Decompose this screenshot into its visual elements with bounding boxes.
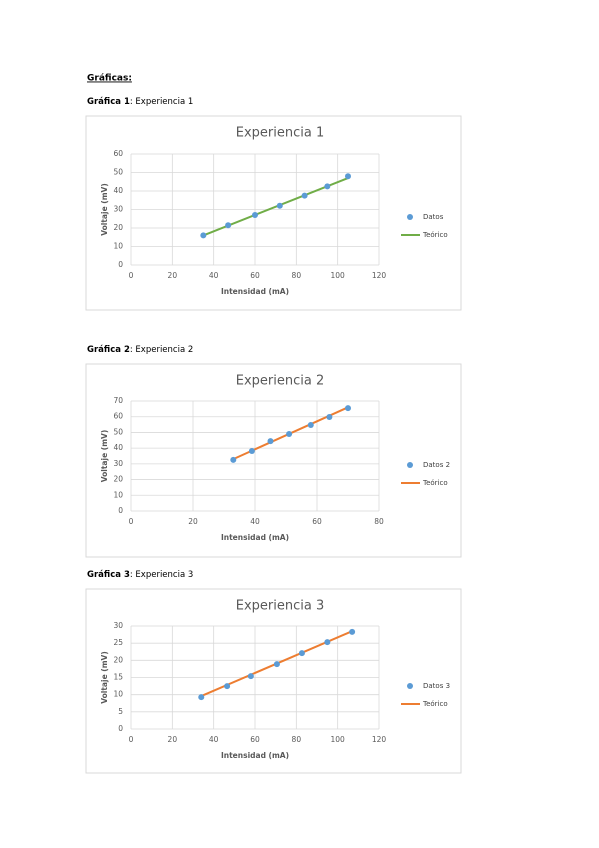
legend-label: Datos <box>423 213 444 221</box>
x-tick-label: 0 <box>129 517 134 526</box>
y-tick-label: 20 <box>113 655 123 664</box>
y-tick-label: 70 <box>113 396 123 405</box>
legend-label: Teórico <box>422 700 448 708</box>
y-axis-label: Voltaje (mV) <box>100 651 109 704</box>
caption: Gráfica 3: Experiencia 3 <box>87 570 193 580</box>
legend-label: Datos 2 <box>423 461 450 469</box>
x-tick-label: 60 <box>312 517 322 526</box>
y-tick-label: 0 <box>118 506 123 515</box>
point <box>345 405 351 412</box>
x-tick-label: 100 <box>331 271 346 280</box>
y-tick-label: 0 <box>118 724 123 733</box>
point <box>276 202 283 209</box>
point <box>200 232 207 239</box>
y-tick-label: 60 <box>113 149 123 158</box>
point <box>307 422 314 429</box>
point <box>198 694 205 701</box>
caption-bold: Gráfica 3 <box>87 570 130 580</box>
caption-text: : Experiencia 3 <box>130 570 193 580</box>
x-tick-label: 0 <box>129 735 134 744</box>
y-axis-label: Voltaje (mV) <box>100 183 109 236</box>
x-tick-label: 80 <box>374 517 384 526</box>
y-tick-label: 25 <box>113 638 123 647</box>
point <box>324 639 331 646</box>
caption-text: : Experiencia 2 <box>130 345 193 355</box>
chart-title: Experiencia 2 <box>236 374 324 389</box>
x-tick-label: 40 <box>209 271 219 280</box>
point <box>224 683 231 690</box>
x-axis-label: Intensidad (mA) <box>221 751 289 760</box>
x-axis-label: Intensidad (mA) <box>221 287 289 296</box>
x-tick-label: 60 <box>250 735 260 744</box>
chart-title: Experiencia 3 <box>236 599 324 614</box>
x-tick-label: 60 <box>250 271 260 280</box>
x-tick-label: 20 <box>188 517 198 526</box>
y-tick-label: 50 <box>113 168 123 177</box>
legend-label: Teórico <box>422 479 448 487</box>
x-tick-label: 80 <box>292 735 302 744</box>
caption: Gráfica 2: Experiencia 2 <box>87 345 193 355</box>
legend-swatch <box>407 462 413 468</box>
y-tick-label: 30 <box>113 621 123 630</box>
x-tick-label: 120 <box>372 735 387 744</box>
point <box>252 212 258 219</box>
y-tick-label: 20 <box>113 475 123 484</box>
y-tick-label: 40 <box>113 186 123 195</box>
x-tick-label: 120 <box>372 271 387 280</box>
y-tick-label: 10 <box>113 490 123 499</box>
legend-label: Teórico <box>422 231 448 239</box>
point <box>267 438 274 445</box>
x-tick-label: 20 <box>168 271 178 280</box>
legend-swatch <box>407 683 413 689</box>
legend-label: Datos 3 <box>423 682 450 690</box>
y-tick-label: 50 <box>113 427 123 436</box>
point <box>324 183 331 190</box>
point <box>301 192 308 199</box>
y-tick-label: 30 <box>113 459 123 468</box>
x-tick-label: 0 <box>129 271 134 280</box>
y-tick-label: 10 <box>113 242 123 251</box>
point <box>349 628 356 635</box>
point <box>273 661 280 668</box>
y-tick-label: 60 <box>113 412 123 421</box>
caption-bold: Gráfica 1 <box>87 97 130 107</box>
y-tick-label: 10 <box>113 690 123 699</box>
point <box>345 173 351 180</box>
x-axis-label: Intensidad (mA) <box>221 533 289 542</box>
chart-frame <box>85 363 462 558</box>
caption-bold: Gráfica 2 <box>87 345 130 355</box>
point <box>225 222 232 229</box>
y-tick-label: 5 <box>118 707 123 716</box>
chart-frame <box>85 115 462 311</box>
y-tick-label: 40 <box>113 443 123 452</box>
point <box>230 456 237 463</box>
chart-frame <box>85 588 462 774</box>
y-tick-label: 15 <box>113 673 123 682</box>
point <box>248 447 255 454</box>
caption: Gráfica 1: Experiencia 1 <box>87 97 193 107</box>
point <box>286 431 293 437</box>
y-tick-label: 30 <box>113 205 123 214</box>
x-tick-label: 20 <box>168 735 178 744</box>
x-tick-label: 40 <box>209 735 219 744</box>
legend-swatch <box>407 214 413 220</box>
x-tick-label: 80 <box>292 271 302 280</box>
chart-title: Experiencia 1 <box>236 126 324 141</box>
caption-text: : Experiencia 1 <box>130 97 193 107</box>
y-tick-label: 20 <box>113 223 123 232</box>
point <box>298 650 305 657</box>
point <box>326 414 333 421</box>
x-tick-label: 100 <box>331 735 346 744</box>
heading: Gráficas: <box>87 74 132 84</box>
y-tick-label: 0 <box>118 260 123 269</box>
x-tick-label: 40 <box>250 517 260 526</box>
point <box>247 673 254 680</box>
y-axis-label: Voltaje (mV) <box>100 430 109 483</box>
